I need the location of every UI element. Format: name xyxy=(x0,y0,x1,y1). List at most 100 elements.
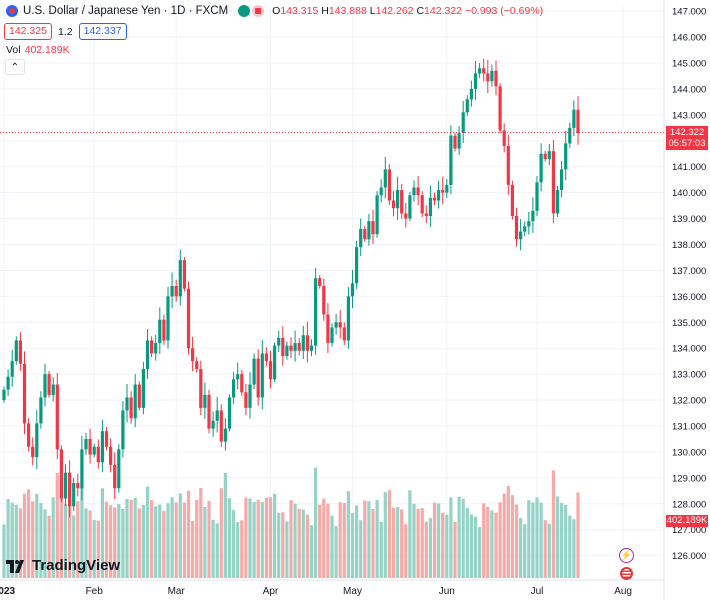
x-tick-label: Aug xyxy=(614,586,632,597)
volume-bar xyxy=(252,502,256,578)
volume-bar xyxy=(47,515,51,578)
candle-body xyxy=(560,169,564,191)
candle-body xyxy=(92,446,96,455)
sell-button[interactable]: 142.325 xyxy=(4,23,52,40)
volume-bar xyxy=(560,502,564,578)
candle-body xyxy=(342,327,346,341)
volume-bar xyxy=(547,523,551,578)
volume-bar xyxy=(244,497,248,578)
volume-bar xyxy=(465,508,469,578)
candle-body xyxy=(18,340,22,364)
candle-body xyxy=(199,368,203,408)
volume-bar xyxy=(289,500,293,578)
volume-bar xyxy=(223,473,227,578)
candle-body xyxy=(121,410,125,450)
volume-bar xyxy=(219,488,223,578)
candle-body xyxy=(104,431,109,447)
candle-body xyxy=(572,109,576,128)
volume-bar xyxy=(256,500,260,578)
volume-bar xyxy=(424,521,428,578)
collapse-legend-button[interactable]: ⌃ xyxy=(5,59,25,75)
candle-body xyxy=(35,423,39,458)
candle-body xyxy=(39,397,43,424)
volume-bar xyxy=(31,501,35,578)
candle-body xyxy=(350,283,355,297)
volume-bar xyxy=(519,517,523,578)
volume-bar xyxy=(59,486,63,578)
candle-body xyxy=(494,70,498,87)
candle-body xyxy=(322,286,326,315)
candle-body xyxy=(22,363,27,424)
candle-body xyxy=(408,195,412,219)
volume-bar xyxy=(297,508,301,578)
volume-bar xyxy=(35,493,39,578)
candle-body xyxy=(186,288,191,349)
volume-bar xyxy=(457,496,461,578)
volume-bar xyxy=(441,512,445,578)
candle-body xyxy=(129,397,133,419)
buy-button[interactable]: 142.337 xyxy=(78,23,127,40)
volume-bar xyxy=(104,501,109,578)
market-status[interactable] xyxy=(238,5,265,17)
volume-bar xyxy=(543,520,547,578)
volume-bar xyxy=(449,497,453,578)
candle-body xyxy=(14,340,18,362)
volume-bar xyxy=(576,492,580,578)
volume-bar xyxy=(27,489,31,578)
candle-body xyxy=(514,216,519,240)
candle-body xyxy=(531,210,535,222)
candle-body xyxy=(387,169,391,201)
candle-body xyxy=(150,340,154,354)
candle-body xyxy=(174,286,178,297)
candle-body xyxy=(59,449,63,499)
volume-bar xyxy=(273,493,277,578)
symbol-title[interactable]: U.S. Dollar / Japanese Yen · 1D · FXCM xyxy=(23,5,229,17)
candle-body xyxy=(441,190,445,193)
candle-body xyxy=(478,68,482,74)
y-tick-label: 131.000 xyxy=(672,422,706,433)
candle-body xyxy=(285,345,289,356)
candle-body xyxy=(338,322,342,328)
volume-bar xyxy=(535,497,539,578)
volume-bar xyxy=(72,515,76,578)
volume-bar xyxy=(121,509,125,578)
volume-bar xyxy=(182,502,186,578)
volume-bar xyxy=(363,500,367,578)
lightning-icon[interactable]: ⚡ xyxy=(619,548,634,563)
candle-body xyxy=(80,449,84,489)
tradingview-logo[interactable]: TradingView xyxy=(6,557,120,574)
volume-bar xyxy=(383,492,387,578)
candle-body xyxy=(240,374,244,393)
volume-legend[interactable]: Vol 402.189K xyxy=(6,44,70,56)
y-tick-label: 133.000 xyxy=(672,370,706,381)
us-flag-icon[interactable] xyxy=(619,566,634,581)
volume-bar xyxy=(166,503,170,578)
volume-bar xyxy=(551,470,555,578)
candle-body xyxy=(469,88,473,100)
volume-bar xyxy=(420,508,424,578)
candle-body xyxy=(182,260,186,289)
candle-body xyxy=(502,130,506,146)
candle-body xyxy=(141,368,145,408)
candle-body xyxy=(244,392,248,408)
candle-body xyxy=(551,151,555,214)
volume-bar xyxy=(428,518,432,578)
candle-body xyxy=(232,379,236,398)
volume-bar xyxy=(326,503,330,578)
volume-bar xyxy=(162,510,166,578)
volume-bar xyxy=(391,507,396,578)
volume-bar xyxy=(473,516,478,578)
y-tick-label: 144.000 xyxy=(672,84,706,95)
volume-bar xyxy=(531,502,535,578)
candle-body xyxy=(219,410,223,442)
volume-bar xyxy=(293,503,297,578)
volume-bar xyxy=(277,512,281,578)
candle-body xyxy=(482,68,486,74)
y-tick-label: 147.000 xyxy=(672,7,706,18)
volume-bar xyxy=(109,505,113,578)
volume-bar xyxy=(309,525,314,578)
volume-bar xyxy=(125,499,129,578)
candle-body xyxy=(223,428,227,442)
volume-bar xyxy=(195,499,199,578)
